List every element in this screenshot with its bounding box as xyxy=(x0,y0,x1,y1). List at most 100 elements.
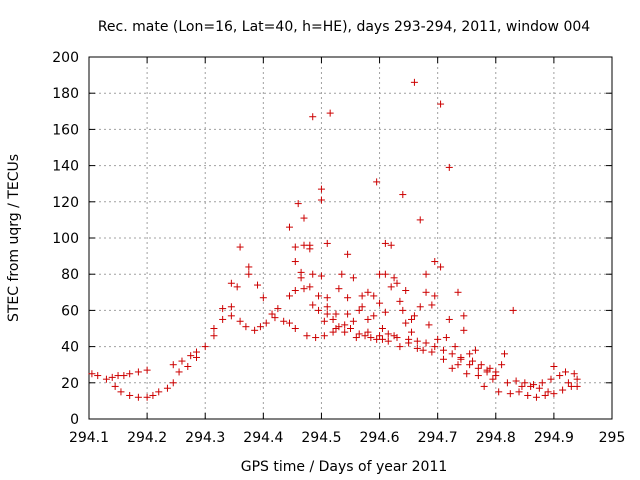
data-point xyxy=(422,339,430,347)
data-point xyxy=(442,334,450,342)
data-point xyxy=(405,335,413,343)
x-tick-label: 294.6 xyxy=(360,430,400,446)
data-point xyxy=(564,379,572,387)
y-tick-label: 160 xyxy=(52,122,79,138)
data-point xyxy=(291,243,299,251)
data-point xyxy=(227,279,235,287)
data-point xyxy=(227,312,235,320)
y-tick-label: 0 xyxy=(70,412,79,428)
axis-ticks xyxy=(88,56,613,420)
data-point xyxy=(480,382,488,390)
data-point xyxy=(309,270,317,278)
data-point xyxy=(524,391,532,399)
data-point xyxy=(111,382,119,390)
x-tick-labels: 294.1 294.2 294.3 294.4 294.5 294.6 294.7 294.8… xyxy=(69,430,625,446)
data-point xyxy=(344,294,352,302)
data-point xyxy=(259,294,267,302)
x-tick-label: 294.8 xyxy=(476,430,516,446)
data-point xyxy=(422,288,430,296)
chart-title: Rec. mate (Lon=16, Lat=40, h=HE), days 2… xyxy=(98,19,590,35)
data-point xyxy=(184,363,192,371)
data-point xyxy=(408,315,416,323)
data-point xyxy=(317,185,325,193)
data-point xyxy=(271,314,279,322)
data-point xyxy=(242,323,250,331)
x-tick-label: 294.4 xyxy=(243,430,283,446)
data-point xyxy=(120,372,128,380)
data-point xyxy=(474,364,482,372)
data-point xyxy=(254,281,262,289)
data-point xyxy=(187,352,195,360)
data-point xyxy=(402,286,410,294)
x-tick-label: 294.3 xyxy=(185,430,225,446)
data-point xyxy=(155,388,163,396)
y-tick-label: 120 xyxy=(52,195,79,211)
data-point xyxy=(175,368,183,376)
data-point xyxy=(402,319,410,327)
x-tick-label: 294.9 xyxy=(534,430,574,446)
data-point xyxy=(381,270,389,278)
data-point xyxy=(323,239,331,247)
data-point xyxy=(227,303,235,311)
data-point xyxy=(210,325,218,332)
data-point xyxy=(434,335,442,343)
data-point xyxy=(332,310,340,318)
data-point xyxy=(477,361,485,369)
data-point xyxy=(317,196,325,204)
data-point xyxy=(460,312,468,320)
data-point xyxy=(399,306,407,314)
data-point xyxy=(143,366,151,374)
data-point xyxy=(466,361,474,369)
data-point xyxy=(320,317,328,325)
data-point xyxy=(274,305,282,313)
data-point xyxy=(329,315,337,323)
data-point xyxy=(361,332,369,340)
data-point xyxy=(454,288,462,296)
data-point xyxy=(381,308,389,316)
data-point xyxy=(431,292,439,300)
data-point xyxy=(169,361,177,369)
data-point xyxy=(460,326,468,334)
data-point xyxy=(396,343,404,351)
data-point xyxy=(413,344,421,352)
data-point xyxy=(291,286,299,294)
data-point xyxy=(355,306,363,314)
data-point xyxy=(428,301,436,309)
data-point xyxy=(559,386,567,394)
data-point xyxy=(550,390,558,398)
data-point xyxy=(448,364,456,372)
data-point xyxy=(518,382,526,390)
data-point xyxy=(349,317,357,325)
data-point xyxy=(102,375,110,383)
data-point xyxy=(410,78,418,86)
data-point xyxy=(562,368,570,376)
data-point xyxy=(483,366,491,374)
data-point xyxy=(143,393,151,401)
data-point xyxy=(367,334,375,342)
data-point xyxy=(410,312,418,320)
data-point xyxy=(134,393,142,401)
data-point xyxy=(262,319,270,327)
data-point xyxy=(285,292,293,300)
data-point xyxy=(219,315,227,323)
data-point xyxy=(355,330,363,338)
data-point xyxy=(219,305,227,313)
y-tick-label: 40 xyxy=(61,340,79,356)
data-point xyxy=(556,372,564,380)
data-point xyxy=(428,348,436,356)
y-tick-label: 140 xyxy=(52,159,79,175)
data-point xyxy=(126,391,134,399)
data-point xyxy=(306,283,314,291)
data-point xyxy=(425,321,433,329)
data-point xyxy=(538,379,546,387)
data-point xyxy=(347,325,354,332)
y-tick-label: 80 xyxy=(61,267,79,283)
data-point xyxy=(439,346,447,354)
data-point xyxy=(399,191,407,199)
x-tick-label: 294.7 xyxy=(418,430,458,446)
data-point xyxy=(498,361,506,369)
data-point xyxy=(297,268,305,276)
data-point xyxy=(393,279,401,287)
x-tick-label: 295 xyxy=(599,430,626,446)
data-point xyxy=(396,297,404,305)
